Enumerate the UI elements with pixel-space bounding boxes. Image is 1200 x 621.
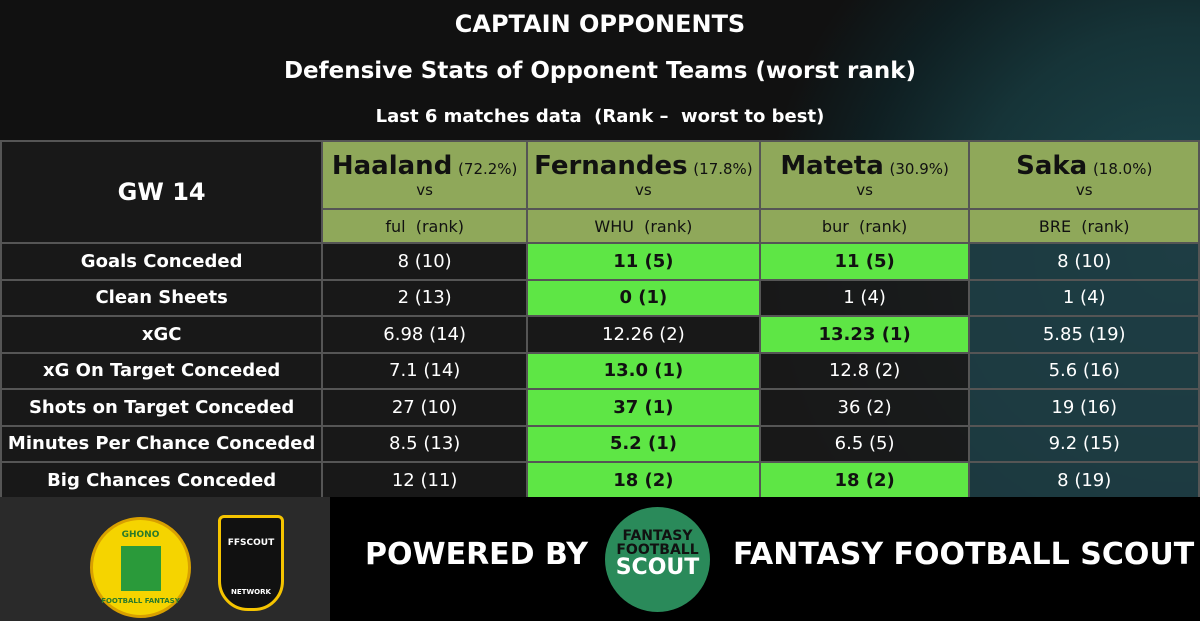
ffs-logo: FANTASY FOOTBALL SCOUT [605, 507, 710, 612]
rank-label: (rank) [415, 216, 464, 236]
player-share: (72.2%) [458, 160, 518, 178]
stat-cell: 9.2 (15) [968, 424, 1200, 463]
stat-row: Big Chances Conceded 12 (11) 18 (2) 18 (2) 8… [0, 461, 1200, 500]
stat-label: Goals Conceded [0, 242, 324, 281]
opponent-header: ful (rank) [321, 208, 529, 244]
stat-cell: 1 (4) [968, 278, 1200, 317]
rank-label: (rank) [858, 216, 908, 236]
stat-cell: 36 (2) [758, 388, 971, 427]
player-line: Mateta (30.9%) [761, 151, 969, 181]
stat-label: xGC [0, 315, 324, 354]
opponent-row: ful (rank) WHU (rank) bur (rank) BRE (rank) [1, 208, 1200, 244]
player-line: Haaland (72.2%) [323, 151, 526, 181]
ghono-logo: GHONO FOOTBALL FANTASY [90, 517, 191, 618]
stat-row: Minutes Per Chance Conceded 8.5 (13) 5.2 (… [0, 424, 1200, 463]
logo-icon [120, 546, 161, 591]
player-header: Saka (18.0%) vs [968, 140, 1200, 210]
stats-table: GW 14 Haaland (72.2%) vs Fernandes (17.8%) v… [0, 140, 1200, 500]
ffscout-logo: FFSCOUT NETWORK [218, 515, 284, 611]
stat-cell: 11 (5) [526, 242, 761, 281]
player-header: Fernandes (17.8%) vs [526, 140, 761, 210]
vs: vs [416, 181, 433, 199]
logo-text: GHONO [121, 530, 160, 540]
stat-row: xG On Target Conceded 7.1 (14) 13.0 (1) 12.… [0, 351, 1200, 390]
stat-cell: 19 (16) [968, 388, 1200, 427]
opponent: WHU [594, 216, 634, 236]
player-share: (30.9%) [889, 160, 949, 178]
logo-text: FOOTBALL FANTASY [101, 597, 180, 605]
note: Last 6 matches data (Rank – worst to bes… [375, 106, 825, 127]
powered-by: POWERED BY [365, 537, 588, 572]
stat-cell: 5.2 (1) [526, 424, 761, 463]
stat-cell: 5.85 (19) [968, 315, 1200, 354]
stat-row: Goals Conceded 8 (10) 11 (5) 11 (5) 8 (10) [0, 242, 1200, 281]
player-name: Fernandes [534, 151, 688, 181]
stat-label: Clean Sheets [0, 278, 324, 317]
player-line: Saka (18.0%) [970, 151, 1198, 181]
stat-row: xGC 6.98 (14) 12.26 (2) 13.23 (1) 5.85 (19) [0, 315, 1200, 354]
opponent: ful [385, 216, 406, 236]
stat-cell: 8 (19) [968, 461, 1200, 500]
stat-cell: 8 (10) [321, 242, 529, 281]
stat-cell: 0 (1) [526, 278, 761, 317]
stat-cell: 7.1 (14) [321, 351, 529, 390]
stat-cell: 2 (13) [321, 278, 529, 317]
stat-label: xG On Target Conceded [0, 351, 324, 390]
player-share: (17.8%) [693, 160, 753, 178]
title: CAPTAIN OPPONENTS [454, 10, 746, 38]
rank-label: (rank) [644, 216, 693, 236]
logo-text: FFSCOUT [227, 538, 275, 548]
opponent-header: WHU (rank) [526, 208, 761, 244]
opponent-header: BRE (rank) [968, 208, 1200, 244]
stat-cell: 5.6 (16) [968, 351, 1200, 390]
vs: vs [856, 181, 873, 199]
player-header: Mateta (30.9%) vs [758, 140, 971, 210]
stat-cell: 6.5 (5) [758, 424, 971, 463]
stat-label: Minutes Per Chance Conceded [0, 424, 324, 463]
stat-cell: 37 (1) [526, 388, 761, 427]
stat-row: Clean Sheets 2 (13) 0 (1) 1 (4) 1 (4) [0, 278, 1200, 317]
logo-text: FOOTBALL [616, 542, 699, 558]
player-name: Mateta [780, 151, 884, 181]
stat-cell: 6.98 (14) [321, 315, 529, 354]
header-row: GW 14 Haaland (72.2%) vs Fernandes (17.8%) v… [0, 140, 1200, 244]
stat-cell: 8.5 (13) [321, 424, 529, 463]
stat-cell: 18 (2) [758, 461, 971, 500]
player-header: Haaland (72.2%) vs [321, 140, 529, 210]
stat-row: Shots on Target Conceded 27 (10) 37 (1) 36 … [0, 388, 1200, 427]
stat-cell: 13.0 (1) [526, 351, 761, 390]
player-share: (18.0%) [1092, 160, 1153, 178]
brand: FANTASY FOOTBALL SCOUT [733, 537, 1195, 572]
vs: vs [1075, 181, 1093, 199]
stat-cell: 11 (5) [758, 242, 971, 281]
stat-label: Shots on Target Conceded [0, 388, 324, 427]
logo-text: SCOUT [615, 555, 700, 580]
player-line: Fernandes (17.8%) [528, 151, 759, 181]
stat-cell: 13.23 (1) [758, 315, 971, 354]
stat-label: Big Chances Conceded [0, 461, 324, 500]
logo-text: NETWORK [231, 588, 271, 596]
opponent-header: bur (rank) [758, 208, 971, 244]
player-name: Saka [1016, 151, 1088, 181]
stat-cell: 8 (10) [968, 242, 1200, 281]
stat-cell: 12.8 (2) [758, 351, 971, 390]
stat-cell: 18 (2) [526, 461, 761, 500]
stat-cell: 27 (10) [321, 388, 529, 427]
corner: GW 14 [0, 140, 324, 244]
stat-cell: 12.26 (2) [526, 315, 761, 354]
opponent: BRE [1038, 216, 1072, 236]
logo-text: FANTASY [622, 528, 693, 544]
rank-label: (rank) [1081, 216, 1130, 236]
subtitle: Defensive Stats of Opponent Teams (worst… [283, 58, 917, 84]
footer: GHONO FOOTBALL FANTASY FFSCOUT NETWORK P… [0, 497, 1200, 621]
opponent: bur [821, 216, 849, 236]
player-name: Haaland [331, 151, 453, 181]
stat-cell: 1 (4) [758, 278, 971, 317]
vs: vs [635, 181, 652, 199]
stat-cell: 12 (11) [321, 461, 529, 500]
